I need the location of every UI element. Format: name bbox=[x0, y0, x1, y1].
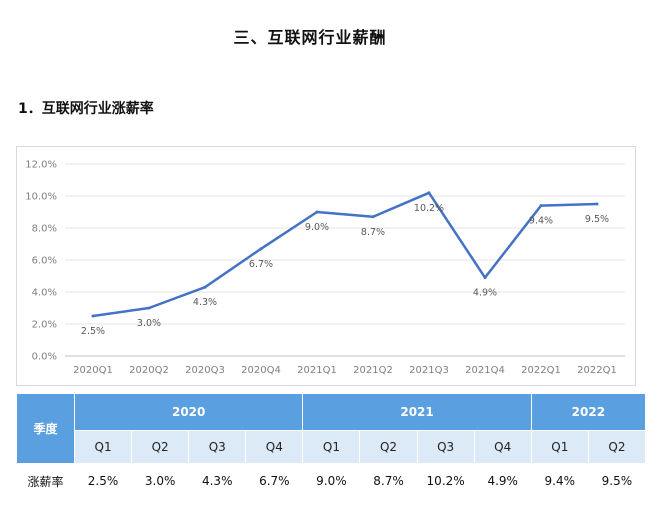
data-label: 9.5% bbox=[585, 214, 609, 225]
y-tick-label: 4.0% bbox=[32, 288, 57, 299]
data-label: 6.7% bbox=[249, 259, 273, 270]
rate-row-label: 涨薪率 bbox=[16, 463, 75, 499]
quarter-cell: Q2 bbox=[359, 430, 418, 464]
year-header-2021: 2021 bbox=[302, 393, 532, 431]
rate-cell: 8.7% bbox=[359, 463, 418, 499]
year-header-2022: 2022 bbox=[530, 393, 647, 431]
series-line bbox=[92, 191, 598, 318]
quarter-cell: Q1 bbox=[73, 430, 133, 464]
rate-row: 涨薪率 2.5% 3.0% 4.3% 6.7% 9.0% 8.7% 10.2% … bbox=[16, 463, 647, 499]
salary-increase-table: 季度 2020 2021 2022 Q1 Q2 Q3 Q4 Q1 Q2 Q3 Q… bbox=[16, 393, 647, 499]
data-point bbox=[203, 285, 207, 289]
data-point bbox=[595, 202, 599, 206]
quarter-cell: Q1 bbox=[302, 430, 361, 464]
quarter-cell: Q1 bbox=[530, 430, 589, 464]
quarter-cell: Q2 bbox=[587, 430, 647, 464]
x-tick-label: 2020Q4 bbox=[241, 365, 281, 376]
year-header-2020: 2020 bbox=[73, 393, 304, 431]
table-row-header-season: 季度 bbox=[16, 393, 75, 464]
x-tick-label: 2022Q1 bbox=[577, 365, 617, 376]
data-label: 10.2% bbox=[414, 203, 444, 214]
data-point bbox=[91, 314, 95, 318]
data-label: 8.7% bbox=[361, 227, 385, 238]
data-point bbox=[539, 204, 543, 208]
x-tick-label: 2020Q3 bbox=[185, 365, 225, 376]
quarter-cell: Q4 bbox=[473, 430, 532, 464]
salary-increase-chart: 0.0% 2.0% 4.0% 6.0% 8.0% 10.0% 12.0% 2020Q1 2020… bbox=[16, 146, 636, 386]
x-tick-label: 2021Q1 bbox=[297, 365, 337, 376]
quarter-cell: Q3 bbox=[416, 430, 475, 464]
x-tick-label: 2020Q2 bbox=[129, 365, 169, 376]
data-point bbox=[147, 306, 151, 310]
quarter-row: Q1 Q2 Q3 Q4 Q1 Q2 Q3 Q4 Q1 Q2 bbox=[17, 430, 647, 464]
rate-cell: 9.4% bbox=[530, 463, 589, 499]
y-tick-label: 8.0% bbox=[32, 224, 57, 235]
x-tick-label: 2022Q1 bbox=[521, 365, 561, 376]
quarter-cell: Q4 bbox=[245, 430, 304, 464]
y-tick-label: 0.0% bbox=[32, 352, 57, 363]
x-tick-label: 2021Q4 bbox=[465, 365, 505, 376]
data-label: 3.0% bbox=[137, 318, 161, 329]
section-title: 1．互联网行业涨薪率 bbox=[18, 101, 154, 117]
y-tick-label: 6.0% bbox=[32, 256, 57, 267]
rate-cell: 2.5% bbox=[73, 463, 133, 499]
data-label: 2.5% bbox=[81, 326, 105, 337]
data-point bbox=[259, 247, 263, 251]
data-point bbox=[483, 276, 487, 280]
quarter-cell: Q3 bbox=[188, 430, 247, 464]
y-tick-label: 12.0% bbox=[25, 160, 57, 171]
quarter-cell: Q2 bbox=[131, 430, 190, 464]
x-tick-label: 2021Q3 bbox=[409, 365, 449, 376]
line-chart-svg: 0.0% 2.0% 4.0% 6.0% 8.0% 10.0% 12.0% 2020Q1 2020… bbox=[25, 160, 625, 376]
y-tick-label: 10.0% bbox=[25, 192, 57, 203]
rate-cell: 3.0% bbox=[131, 463, 190, 499]
data-point bbox=[427, 191, 431, 195]
data-label: 4.9% bbox=[473, 288, 497, 299]
data-point bbox=[315, 210, 319, 214]
data-label: 4.3% bbox=[193, 297, 217, 308]
rate-cell: 4.9% bbox=[473, 463, 532, 499]
rate-cell: 9.5% bbox=[587, 463, 647, 499]
document-title: 三、互联网行业薪酬 bbox=[233, 28, 387, 47]
x-tick-label: 2021Q2 bbox=[353, 365, 393, 376]
rate-cell: 10.2% bbox=[416, 463, 475, 499]
rate-cell: 4.3% bbox=[188, 463, 247, 499]
data-point bbox=[371, 215, 375, 219]
x-tick-label: 2020Q1 bbox=[73, 365, 113, 376]
rate-cell: 6.7% bbox=[245, 463, 304, 499]
data-label: 9.0% bbox=[305, 222, 329, 233]
rate-cell: 9.0% bbox=[302, 463, 361, 499]
data-label: 9.4% bbox=[529, 216, 553, 227]
y-tick-label: 2.0% bbox=[32, 320, 57, 331]
